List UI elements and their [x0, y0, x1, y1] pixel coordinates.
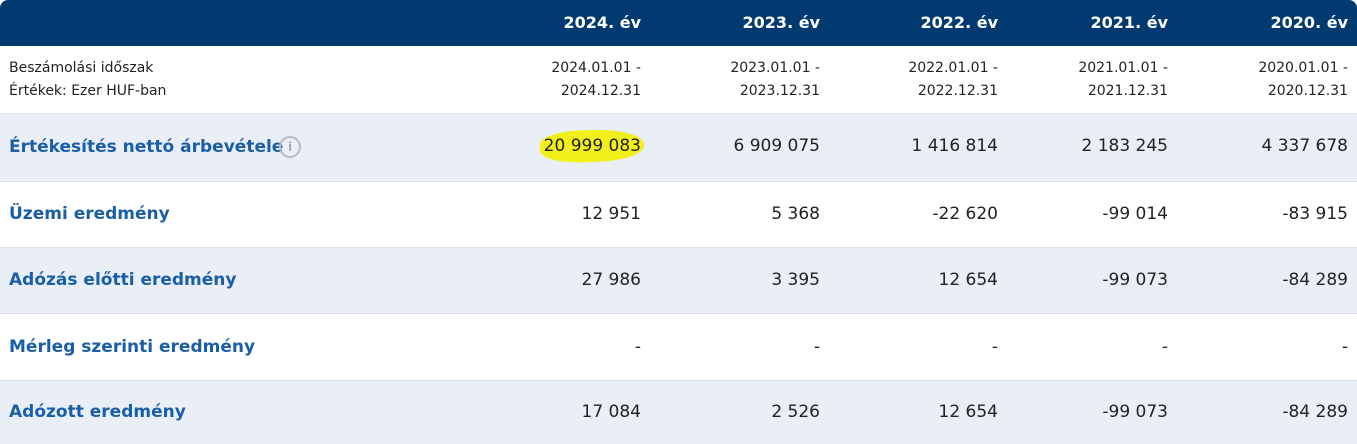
row-label[interactable]: Adózás előtti eredmény	[9, 270, 237, 290]
info-icon[interactable]: i	[279, 136, 301, 158]
year-header: 2021. év	[1090, 13, 1168, 32]
period-value: 2022.01.01 -	[908, 60, 998, 76]
period-value: 2024.12.31	[560, 83, 641, 99]
cell-value: 6 909 075	[733, 136, 820, 156]
cell-value: 1 416 814	[911, 136, 998, 156]
row-label[interactable]: Mérleg szerinti eredmény	[9, 336, 256, 357]
cell-value: 3 395	[771, 270, 820, 290]
row-label[interactable]: Üzemi eredmény	[9, 204, 170, 224]
period-row: Beszámolási időszak Értékek: Ezer HUF-ba…	[0, 46, 1357, 113]
cell-value: -22 620	[932, 204, 998, 224]
period-value: 2022.12.31	[917, 83, 998, 99]
cell-value: 20 999 083	[543, 136, 641, 156]
cell-value: 12 951	[581, 204, 641, 224]
cell-value: -99 073	[1102, 402, 1168, 422]
cell-value: 4 337 678	[1261, 136, 1348, 156]
cell-value: 27 986	[581, 270, 641, 290]
cell-value: -	[813, 336, 820, 357]
cell-value: 2 183 245	[1081, 136, 1168, 156]
year-header: 2020. év	[1270, 13, 1348, 32]
cell-value: -99 073	[1102, 270, 1168, 290]
period-value: 2023.01.01 -	[730, 60, 820, 76]
cell-value: -	[1161, 336, 1168, 357]
cell-value: 12 654	[938, 402, 998, 422]
header-bar	[0, 0, 1357, 46]
cell-value: -	[991, 336, 998, 357]
cell-value: -83 915	[1282, 204, 1348, 224]
table-row: Adózás előtti eredmény 27 986 3 395 12 654 -…	[0, 247, 1357, 314]
table-row: Értékesítés nettó árbevétele	[0, 113, 1357, 182]
row-label[interactable]: Értékesítés nettó árbevétele	[9, 137, 284, 157]
period-value: 2023.12.31	[739, 83, 820, 99]
year-header: 2022. év	[920, 13, 998, 32]
period-value: 2024.01.01 -	[551, 60, 641, 76]
unit-label: Értékek: Ezer HUF-ban	[9, 83, 167, 99]
table-row: Mérleg szerinti eredmény - - - - -	[0, 313, 1357, 381]
table-row: Üzemi eredmény 12 951 5 368 -22 620 -99 014 -…	[0, 181, 1357, 248]
cell-value: -84 289	[1282, 270, 1348, 290]
row-label[interactable]: Adózott eredmény	[9, 402, 186, 422]
period-value: 2020.01.01 -	[1258, 60, 1348, 76]
cell-value: 17 084	[581, 402, 641, 422]
period-value: 2020.12.31	[1267, 83, 1348, 99]
year-header: 2023. év	[742, 13, 820, 32]
period-value: 2021.12.31	[1087, 83, 1168, 99]
cell-value: -99 014	[1102, 204, 1168, 224]
cell-value: 12 654	[938, 270, 998, 290]
table-row: Adózott eredmény 17 084 2 526 12 654 -99 073…	[0, 380, 1357, 444]
cell-value: 2 526	[771, 402, 820, 422]
period-label: Beszámolási időszak	[9, 60, 154, 76]
period-value: 2021.01.01 -	[1078, 60, 1168, 76]
cell-value: -	[1341, 336, 1348, 357]
year-header: 2024. év	[563, 13, 641, 32]
cell-value: -84 289	[1282, 402, 1348, 422]
cell-value: 5 368	[771, 204, 820, 224]
cell-value: -	[634, 336, 641, 357]
